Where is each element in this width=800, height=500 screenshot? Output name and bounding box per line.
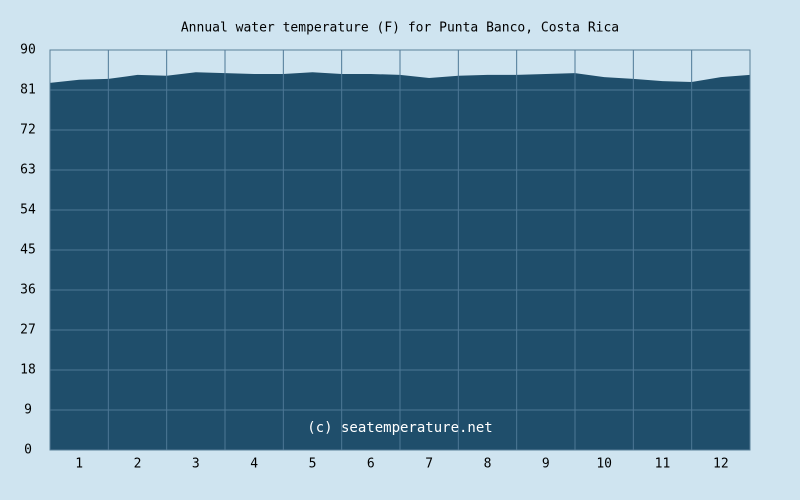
x-tick-label: 9 [542, 457, 550, 472]
y-tick-label: 45 [20, 243, 36, 258]
y-tick-label: 90 [20, 43, 36, 58]
x-tick-label: 5 [309, 457, 317, 472]
y-tick-label: 18 [20, 363, 36, 378]
y-tick-label: 54 [20, 203, 36, 218]
watermark: (c) seatemperature.net [307, 420, 492, 436]
x-tick-label: 12 [713, 457, 729, 472]
y-tick-label: 36 [20, 283, 36, 298]
x-tick-label: 11 [655, 457, 671, 472]
y-tick-label: 81 [20, 83, 36, 98]
x-tick-label: 6 [367, 457, 375, 472]
x-tick-label: 2 [134, 457, 142, 472]
x-tick-label: 10 [596, 457, 612, 472]
y-tick-label: 0 [24, 443, 32, 458]
y-tick-label: 9 [24, 403, 32, 418]
x-tick-label: 7 [425, 457, 433, 472]
plot-border [49, 49, 751, 451]
x-tick-label: 4 [250, 457, 258, 472]
y-tick-label: 72 [20, 123, 36, 138]
x-tick-label: 8 [484, 457, 492, 472]
y-tick-label: 27 [20, 323, 36, 338]
x-tick-label: 1 [75, 457, 83, 472]
chart-title: Annual water temperature (F) for Punta B… [181, 21, 619, 36]
x-tick-label: 3 [192, 457, 200, 472]
y-tick-label: 63 [20, 163, 36, 178]
